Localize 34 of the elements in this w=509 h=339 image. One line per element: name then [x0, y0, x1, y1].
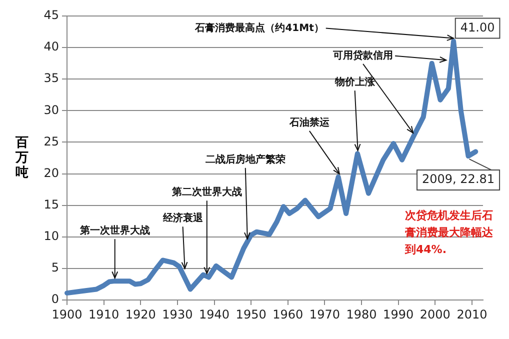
y-tick-label: 0 [51, 292, 59, 306]
y-tick-label: 30 [44, 102, 59, 117]
x-tick-label: 1980 [346, 307, 377, 322]
annotation: 第二次世界大战 [170, 186, 242, 198]
x-tick-label: 2010 [456, 307, 488, 322]
y-tick-label: 15 [44, 197, 59, 212]
y-axis-title: 百万吨 [14, 135, 28, 180]
annotation: 41.00 [460, 20, 495, 34]
annotation: 次贷危机发生后石膏消费最大降幅达到44%. [404, 208, 494, 256]
x-tick-label: 1920 [125, 307, 156, 322]
y-tick-label: 45 [44, 8, 59, 22]
x-tick-label: 1910 [88, 307, 120, 322]
y-tick-label: 40 [44, 40, 59, 54]
x-tick-label: 1970 [309, 307, 340, 322]
x-tick-label: 2000 [420, 307, 450, 322]
x-tick-label: 1930 [162, 307, 193, 322]
annotation: 二战后房地产繁荣 [205, 154, 286, 166]
x-tick-label: 1990 [383, 307, 414, 322]
annotation: 第一次世界大战 [78, 224, 150, 237]
y-tick-label: 35 [44, 71, 59, 86]
annotation: 物价上涨 [334, 76, 376, 88]
y-tick-label: 25 [44, 134, 59, 148]
y-tick-label: 10 [44, 229, 59, 244]
x-tick-label: 1900 [52, 307, 82, 322]
y-tick-label: 20 [44, 166, 59, 180]
annotation: 石油禁运 [288, 116, 330, 129]
y-tick-label: 5 [51, 260, 59, 275]
x-tick-label: 1950 [236, 307, 266, 322]
annotation: 可用贷款信用 [332, 50, 394, 62]
x-tick-label: 1940 [198, 307, 230, 322]
annotation: 2009, 22.81 [422, 172, 495, 186]
annotation: 石膏消费最高点（约41Mt） [194, 22, 324, 34]
x-tick-label: 1960 [272, 307, 304, 322]
annotation: 经济衰退 [162, 212, 204, 224]
